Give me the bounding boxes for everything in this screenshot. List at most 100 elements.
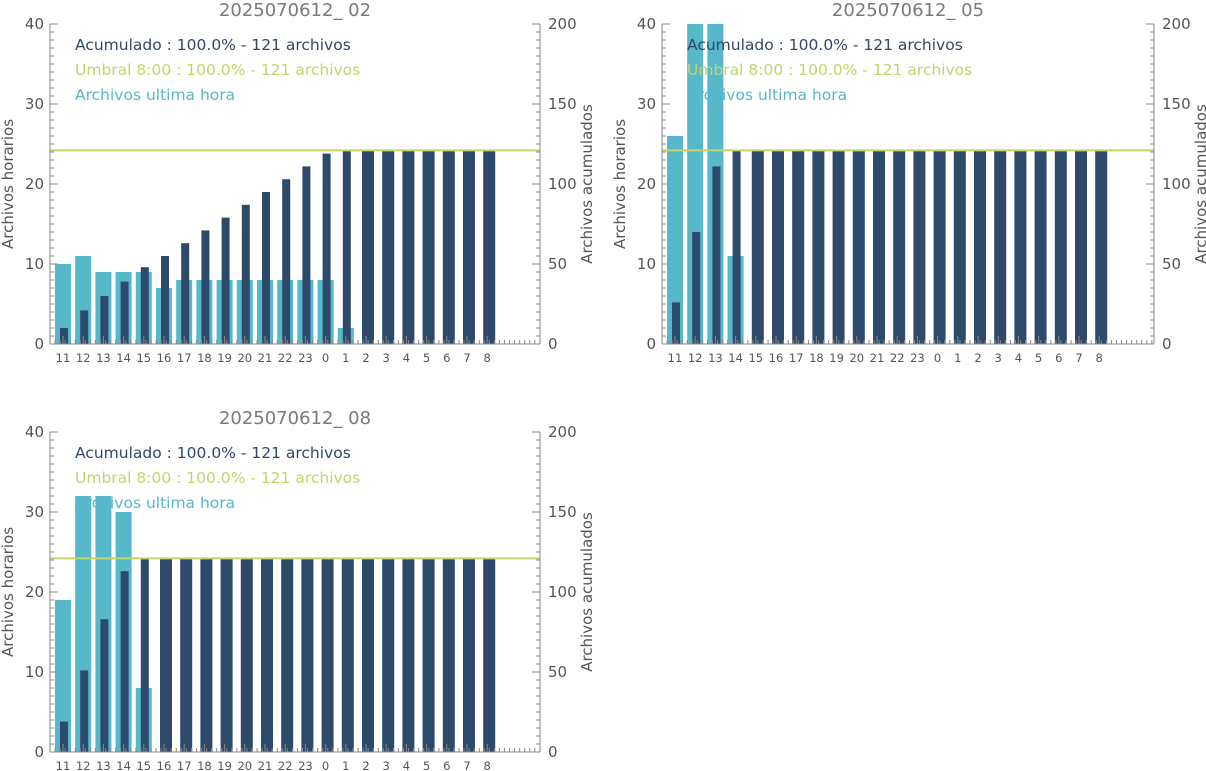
chart-title: 2025070612_ 02 <box>219 0 371 21</box>
bar-acumulado-19 <box>832 150 845 344</box>
x-tick-label: 19 <box>217 351 232 365</box>
x-tick-label: 21 <box>258 351 273 365</box>
bar-acumulado-0 <box>933 150 946 344</box>
bar-acumulado-16 <box>161 256 169 344</box>
bar-acumulado-14 <box>732 150 741 344</box>
bar-acumulado-1 <box>342 150 351 344</box>
bar-acumulado-7 <box>463 558 475 752</box>
x-tick-label: 11 <box>56 759 71 771</box>
legend-entry-acumulado: Acumulado : 100.0% - 121 archivos <box>75 444 351 462</box>
bar-acumulado-19 <box>220 558 233 752</box>
x-tick-label: 0 <box>322 351 329 365</box>
x-tick-label: 6 <box>443 351 450 365</box>
bar-acumulado-23 <box>302 166 311 344</box>
bars <box>667 24 1108 344</box>
bar-acumulado-20 <box>852 150 865 344</box>
y2-tick-label: 50 <box>548 663 567 681</box>
legend-entry-horario: Archivos ultima hora <box>75 86 235 104</box>
bar-acumulado-12 <box>80 670 89 752</box>
x-tick-label: 20 <box>849 351 864 365</box>
y2-tick-label: 100 <box>1162 175 1191 193</box>
bar-acumulado-0 <box>322 153 331 344</box>
bar-acumulado-20 <box>241 204 250 344</box>
bars <box>55 496 496 752</box>
bar-acumulado-22 <box>282 179 291 344</box>
x-tick-label: 19 <box>829 351 844 365</box>
bar-acumulado-6 <box>442 150 455 344</box>
bar-acumulado-14 <box>120 571 129 752</box>
bar-acumulado-7 <box>1075 150 1087 344</box>
legend-entry-acumulado: Acumulado : 100.0% - 121 archivos <box>687 36 963 54</box>
y-tick-label: 20 <box>637 175 656 193</box>
x-tick-label: 20 <box>237 759 252 771</box>
bar-acumulado-2 <box>362 558 374 752</box>
bar-acumulado-16 <box>160 558 172 752</box>
bar-acumulado-17 <box>180 558 193 752</box>
bar-acumulado-22 <box>893 150 906 344</box>
legend-entry-horario: Archivos ultima hora <box>687 86 847 104</box>
bar-acumulado-2 <box>974 150 986 344</box>
y-tick-label: 20 <box>25 583 44 601</box>
x-tick-label: 8 <box>484 351 491 365</box>
legend-entry-umbral: Umbral 8:00 : 100.0% - 121 archivos <box>75 469 360 487</box>
bar-acumulado-5 <box>422 558 435 752</box>
bar-acumulado-15 <box>140 558 149 752</box>
x-tick-label: 5 <box>423 351 430 365</box>
bar-acumulado-23 <box>913 150 926 344</box>
bar-acumulado-16 <box>772 150 784 344</box>
y-tick-label: 30 <box>25 95 44 113</box>
y2-axis-title: Archivos acumulados <box>578 104 596 264</box>
bar-acumulado-18 <box>201 230 210 344</box>
bar-acumulado-22 <box>281 558 294 752</box>
y2-tick-label: 200 <box>548 15 577 33</box>
bar-horario-11 <box>55 600 71 752</box>
x-tick-label: 11 <box>668 351 683 365</box>
y2-tick-label: 0 <box>1162 335 1172 353</box>
y2-tick-label: 150 <box>1162 95 1191 113</box>
bar-horario-11 <box>667 136 683 344</box>
bar-acumulado-8 <box>483 558 496 752</box>
y-tick-label: 40 <box>25 15 44 33</box>
bar-acumulado-6 <box>1054 150 1067 344</box>
y-tick-label: 40 <box>25 423 44 441</box>
x-tick-label: 14 <box>728 351 743 365</box>
x-tick-label: 14 <box>116 351 131 365</box>
bar-acumulado-17 <box>792 150 805 344</box>
y-tick-label: 30 <box>25 503 44 521</box>
bar-acumulado-13 <box>712 166 721 344</box>
chart-title: 2025070612_ 08 <box>219 408 371 429</box>
bar-acumulado-18 <box>812 150 825 344</box>
x-tick-label: 23 <box>298 351 313 365</box>
x-tick-label: 15 <box>748 351 763 365</box>
x-tick-label: 8 <box>1096 351 1103 365</box>
x-tick-label: 14 <box>116 759 131 771</box>
x-tick-label: 4 <box>403 759 410 771</box>
x-tick-label: 12 <box>688 351 703 365</box>
x-tick-label: 18 <box>809 351 824 365</box>
axes <box>49 431 541 753</box>
y-tick-label: 10 <box>637 255 656 273</box>
bar-acumulado-18 <box>200 558 213 752</box>
bar-acumulado-21 <box>873 150 885 344</box>
x-tick-label: 21 <box>870 351 885 365</box>
legend-entry-umbral: Umbral 8:00 : 100.0% - 121 archivos <box>75 61 360 79</box>
bar-acumulado-0 <box>321 558 334 752</box>
y2-tick-label: 0 <box>548 335 558 353</box>
bar-acumulado-5 <box>422 150 435 344</box>
x-tick-label: 2 <box>362 351 369 365</box>
bar-acumulado-19 <box>221 217 230 344</box>
x-tick-label: 18 <box>197 759 212 771</box>
chart-title: 2025070612_ 05 <box>832 0 984 21</box>
bar-acumulado-3 <box>382 150 395 344</box>
bar-acumulado-11 <box>60 328 68 344</box>
bar-acumulado-4 <box>1014 150 1027 344</box>
y2-tick-label: 200 <box>548 423 577 441</box>
x-tick-label: 19 <box>217 759 232 771</box>
y2-tick-label: 150 <box>548 503 577 521</box>
y2-axis-title: Archivos acumulados <box>1192 104 1206 264</box>
legend-entry-umbral: Umbral 8:00 : 100.0% - 121 archivos <box>687 61 972 79</box>
y-tick-label: 0 <box>34 335 44 353</box>
x-tick-label: 6 <box>1055 351 1062 365</box>
